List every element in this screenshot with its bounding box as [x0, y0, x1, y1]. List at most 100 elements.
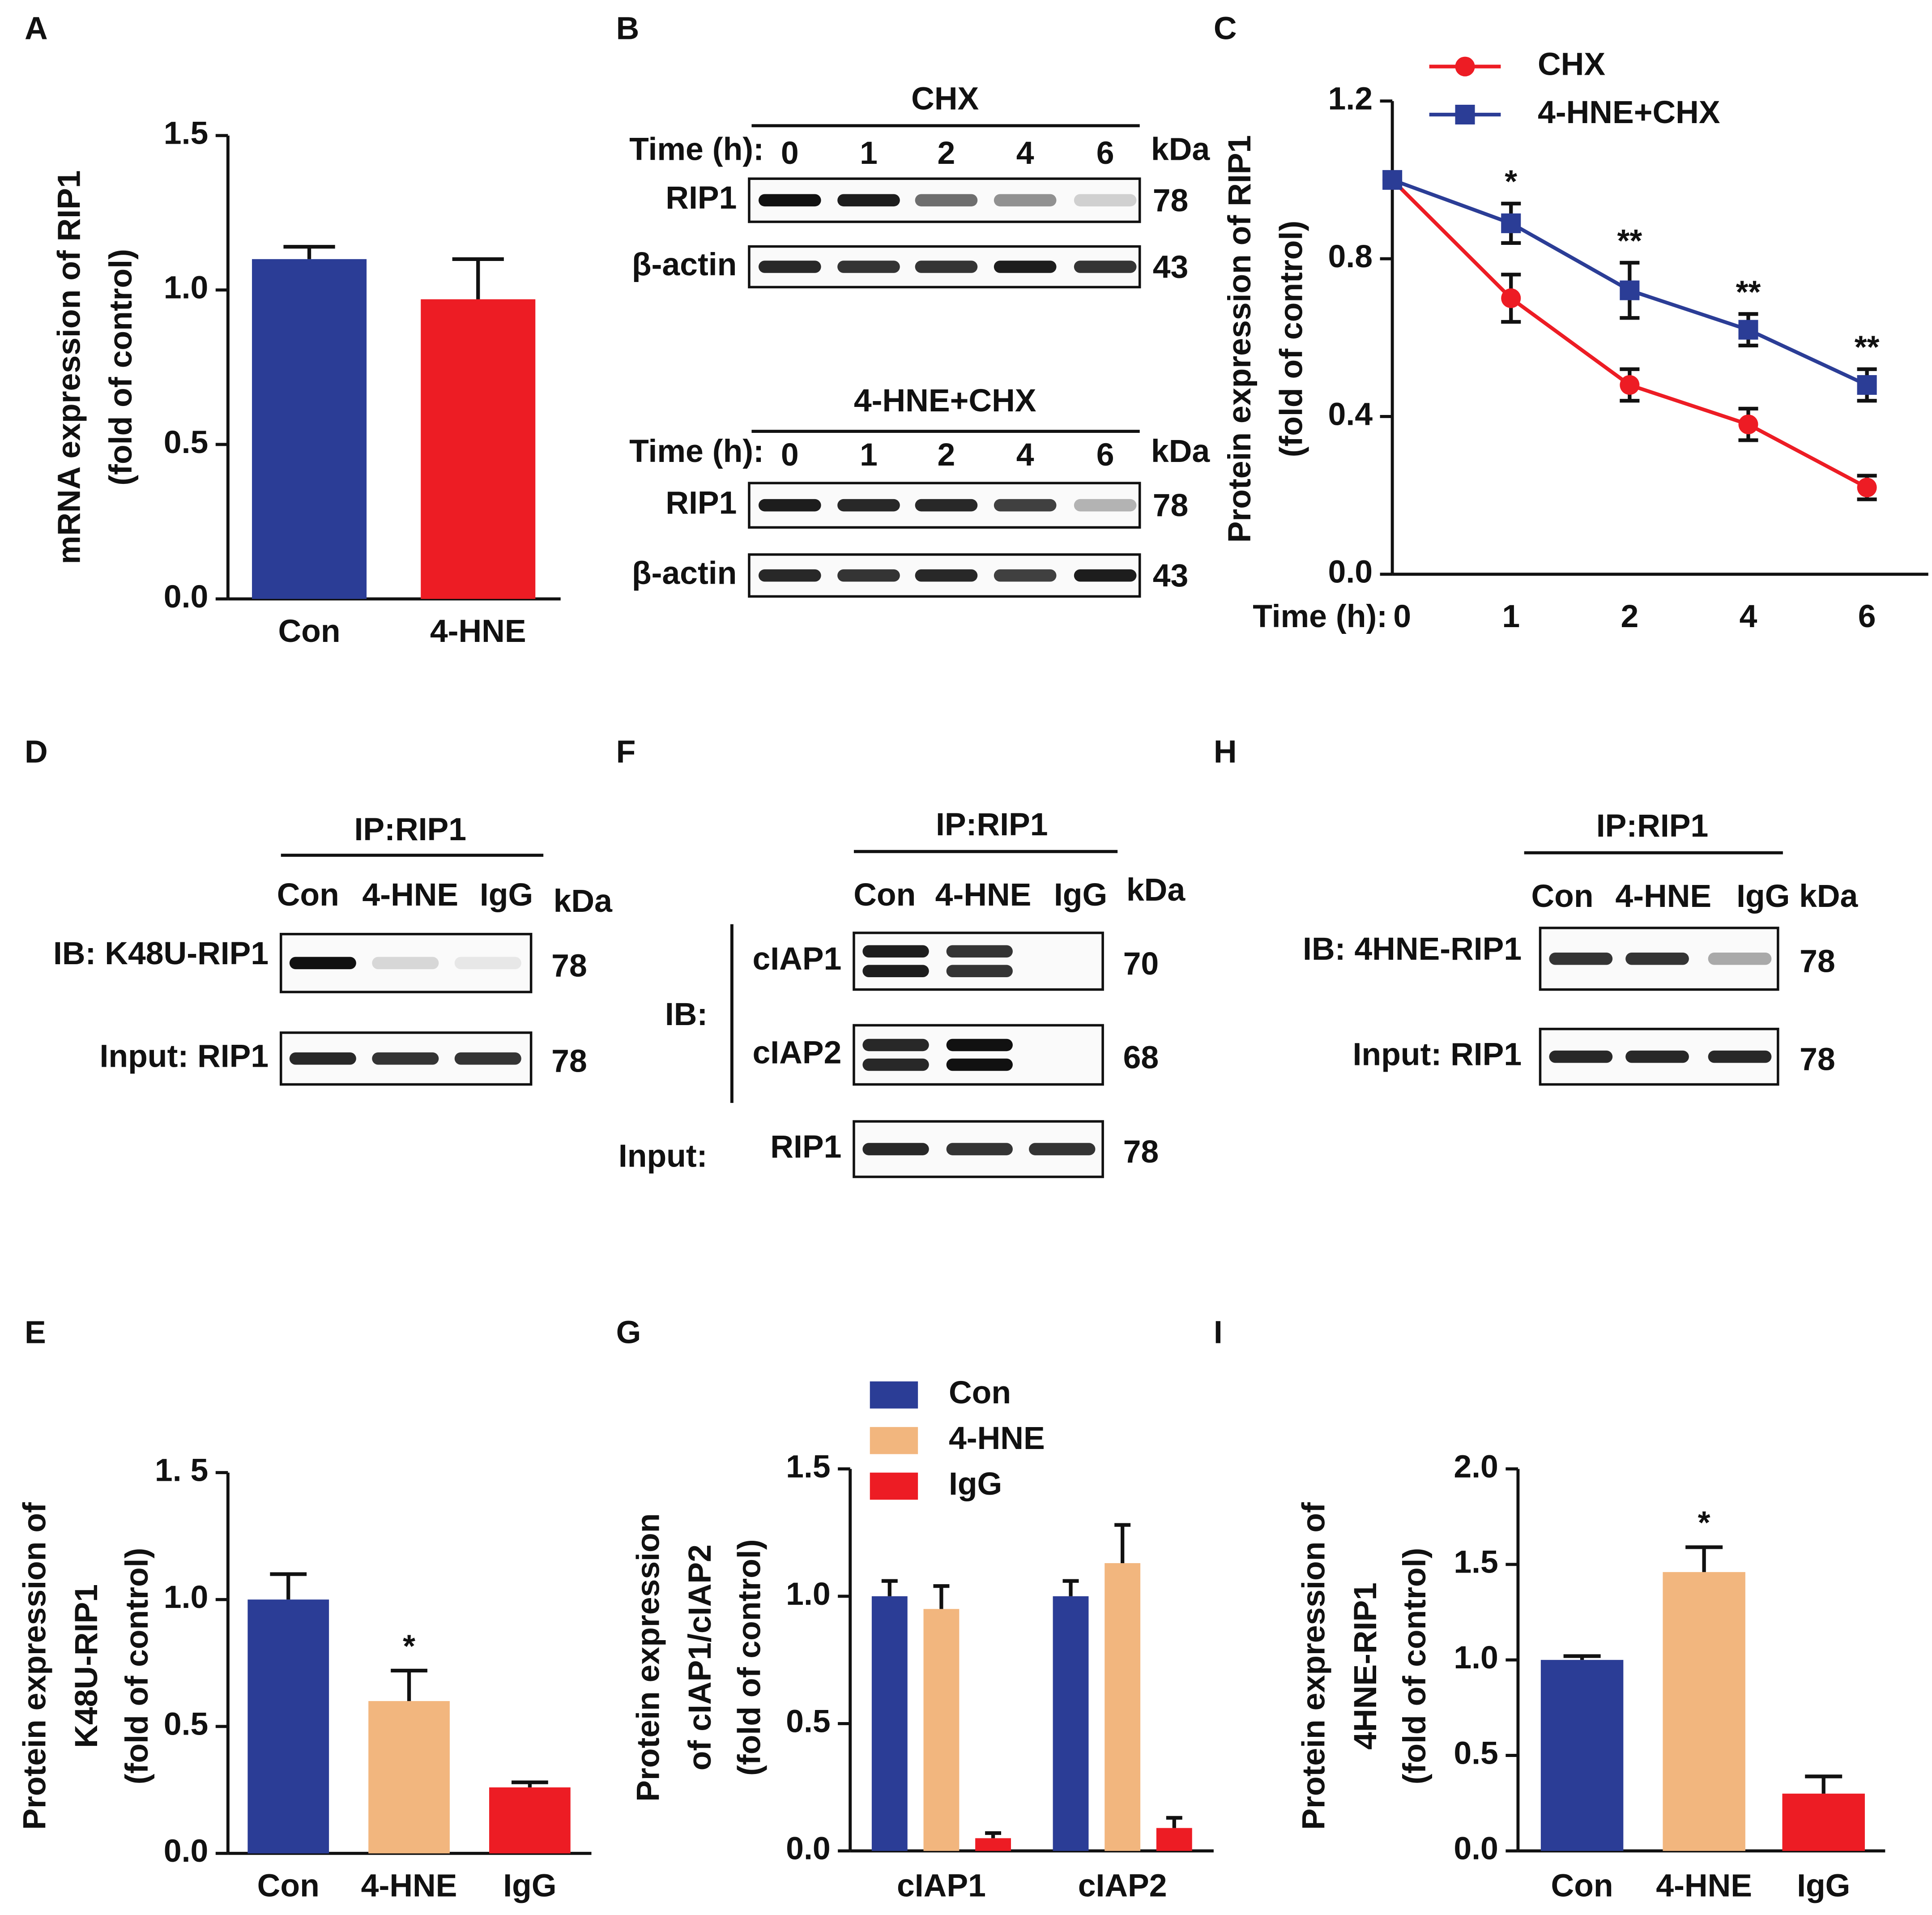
- blot-title: 4-HNE+CHX: [854, 383, 1036, 419]
- band: [289, 957, 356, 970]
- legend-marker: [1455, 56, 1475, 77]
- bar: [489, 1787, 571, 1854]
- bar: [871, 1596, 908, 1851]
- ip-label: IP:RIP1: [936, 807, 1048, 842]
- ip-label: IP:RIP1: [1596, 808, 1709, 844]
- y-tick-label: 0.5: [786, 1703, 830, 1739]
- lane-label: 4-HNE: [362, 877, 458, 913]
- bar: [1053, 1596, 1089, 1851]
- band: [837, 499, 900, 512]
- bar: [1540, 1660, 1624, 1851]
- y-axis-label: (fold of control): [1274, 221, 1309, 457]
- marker: [1620, 375, 1640, 395]
- lane-label: 0: [781, 437, 799, 473]
- kda-value: 68: [1123, 1039, 1159, 1075]
- lane-label: IgG: [480, 877, 533, 913]
- kda-value: 78: [1153, 183, 1189, 218]
- band: [1625, 952, 1689, 965]
- x-tick-label: 4-HNE: [361, 1868, 457, 1903]
- band: [289, 1052, 356, 1065]
- y-axis-label: (fold of control): [119, 1548, 155, 1785]
- y-axis-label: K48U-RIP1: [68, 1584, 104, 1748]
- band: [862, 1039, 929, 1052]
- band: [946, 1058, 1013, 1071]
- input-label: Input:: [618, 1138, 708, 1174]
- legend-marker: [1455, 104, 1475, 125]
- time-label: Time (h):: [629, 132, 764, 167]
- band: [837, 261, 900, 273]
- y-tick-label: 2.0: [1454, 1449, 1498, 1484]
- marker: [1857, 478, 1877, 498]
- band: [994, 569, 1057, 582]
- panel-label: C: [1214, 11, 1237, 47]
- band: [915, 499, 978, 512]
- x-tick-label: Con: [1551, 1868, 1613, 1903]
- band: [1708, 952, 1772, 965]
- lane-label: 4-HNE: [935, 877, 1032, 913]
- kda-label: kDa: [1151, 132, 1210, 167]
- x-tick-label: Con: [278, 613, 340, 649]
- y-axis-label: mRNA expression of RIP1: [51, 170, 87, 564]
- y-tick-label: 1.0: [164, 270, 208, 306]
- kda-label: kDa: [554, 883, 613, 919]
- row-label: cIAP2: [753, 1034, 842, 1070]
- x-tick-label: 4-HNE: [430, 613, 526, 649]
- bar: [975, 1838, 1011, 1851]
- legend-label: Con: [949, 1375, 1011, 1411]
- kda-label: kDa: [1151, 433, 1210, 469]
- lane-label: 4: [1016, 437, 1034, 473]
- y-tick-label: 1.0: [786, 1576, 830, 1612]
- band: [946, 965, 1013, 978]
- y-tick-label: 0.0: [164, 1833, 208, 1869]
- x-tick-label: 4: [1740, 598, 1757, 634]
- band: [946, 1039, 1013, 1052]
- row-label: β-actin: [632, 247, 737, 282]
- band: [372, 957, 439, 970]
- annotation: *: [403, 1628, 415, 1664]
- lane-label: 6: [1096, 135, 1114, 171]
- band: [1074, 499, 1137, 512]
- band: [1074, 569, 1137, 582]
- kda-label: kDa: [1799, 878, 1858, 914]
- y-tick-label: 1.5: [1454, 1544, 1498, 1580]
- x-tick-label: IgG: [503, 1868, 556, 1903]
- annotation: **: [1736, 274, 1761, 310]
- band: [994, 261, 1057, 273]
- y-axis-label: Protein expression of: [17, 1502, 52, 1830]
- y-axis-label: (fold of control): [103, 249, 139, 486]
- y-tick-label: 0.5: [164, 1706, 208, 1742]
- legend-swatch: [870, 1472, 918, 1500]
- x-tick-label: 0: [1393, 598, 1411, 634]
- band: [994, 194, 1057, 207]
- lane-label: 4: [1016, 135, 1034, 171]
- x-tick-label: 1: [1502, 598, 1520, 634]
- band: [1708, 1050, 1772, 1063]
- y-tick-label: 0.5: [164, 424, 208, 460]
- bar: [1782, 1793, 1865, 1851]
- y-tick-label: 1.0: [1454, 1640, 1498, 1676]
- panel-label: F: [616, 734, 636, 770]
- bar: [252, 259, 367, 599]
- kda-value: 78: [1800, 944, 1835, 979]
- kda-value: 43: [1153, 249, 1189, 285]
- y-tick-label: 1.2: [1328, 81, 1373, 117]
- kda-value: 78: [1153, 487, 1189, 523]
- lane-label: Con: [277, 877, 339, 913]
- band: [1029, 1143, 1096, 1155]
- row-label: β-actin: [632, 556, 737, 591]
- y-tick-label: 0.5: [1454, 1735, 1498, 1771]
- marker: [1501, 288, 1521, 308]
- band: [1625, 1050, 1689, 1063]
- band: [946, 945, 1013, 958]
- lane-label: IgG: [1736, 878, 1790, 914]
- lane-label: 2: [938, 135, 955, 171]
- lane-label: Con: [853, 877, 916, 913]
- x-tick-label: 2: [1621, 598, 1638, 634]
- x-tick-label: cIAP1: [897, 1868, 986, 1903]
- kda-value: 78: [551, 948, 587, 983]
- lane-label: 1: [860, 437, 878, 473]
- marker: [1382, 170, 1403, 190]
- band: [1074, 261, 1137, 273]
- row-label: IB: 4HNE-RIP1: [1303, 931, 1522, 967]
